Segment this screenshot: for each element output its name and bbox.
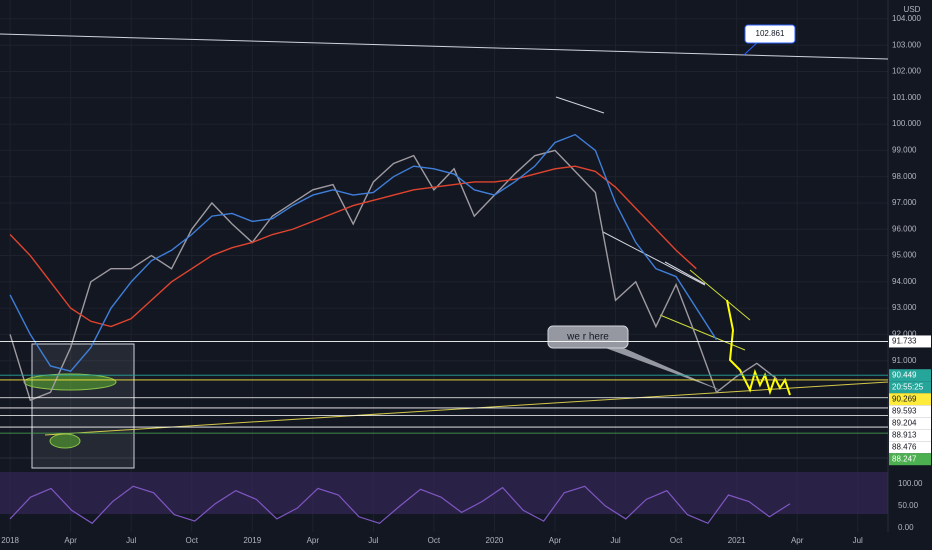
drawing: [726, 299, 791, 396]
price-label: 90.269: [892, 394, 917, 403]
price-label-box: [889, 335, 931, 348]
price-label-box: [889, 441, 931, 454]
x-tick-label: Apr: [549, 536, 562, 545]
y-tick-label: 96.000: [892, 224, 917, 233]
x-tick-label: 2018: [1, 536, 19, 545]
x-tick-label: Apr: [791, 536, 804, 545]
price-label-box: [889, 417, 931, 430]
trend-line: [44, 381, 889, 436]
y-tick-label: 100.000: [892, 119, 921, 128]
trend-line: [689, 269, 751, 321]
price-label: 88.476: [892, 442, 917, 451]
y-tick-label: 91.000: [892, 356, 917, 365]
x-tick-label: Oct: [670, 536, 683, 545]
y-tick-label: 101.000: [892, 93, 921, 102]
price-label-box: [889, 393, 931, 406]
y-tick-label: 97.000: [892, 198, 917, 207]
price-label: 88.913: [892, 430, 917, 439]
x-tick-label: Jul: [126, 536, 136, 545]
trend-line: [0, 33, 889, 60]
x-tick-label: Jul: [610, 536, 620, 545]
trend-line: [555, 96, 605, 114]
callout-box: [744, 24, 796, 44]
y-tick-label: 102.000: [892, 67, 921, 76]
y-tick-label: 99.000: [892, 145, 917, 154]
annotation-bubble: [547, 325, 629, 349]
price-label: 91.733: [892, 337, 917, 346]
x-tick-label: 2020: [486, 536, 504, 545]
y-tick-label: 92.000: [892, 330, 917, 339]
annotation: we r here: [566, 332, 609, 343]
y-tick-label: 95.000: [892, 251, 917, 260]
box: [31, 343, 135, 469]
x-tick-label: 2019: [243, 536, 261, 545]
x-tick-label: Jul: [853, 536, 863, 545]
countdown-box: [889, 381, 931, 394]
y-tick-label: 103.000: [892, 40, 921, 49]
trend-line: [602, 231, 706, 286]
x-tick-label: Oct: [186, 536, 199, 545]
price-label-box: [889, 405, 931, 418]
x-tick-label: Jul: [368, 536, 378, 545]
price-label-box: [889, 429, 931, 442]
y-tick-label: 93.000: [892, 303, 917, 312]
y-tick-label: 50.00: [898, 501, 919, 510]
grid: [0, 0, 888, 532]
osc-band: [0, 472, 888, 514]
x-tick-label: 2021: [728, 536, 746, 545]
price-label: 89.204: [892, 418, 917, 427]
series-line: [9, 133, 718, 373]
price-label: 88.247: [892, 454, 917, 463]
price-label: 90.449: [892, 370, 917, 379]
trend-line: [664, 261, 706, 285]
x-tick-label: Apr: [64, 536, 77, 545]
countdown: 20:55:25: [892, 382, 924, 391]
price-label-box: [889, 369, 931, 382]
x-tick-label: Oct: [428, 536, 441, 545]
price-label: 89.593: [892, 406, 917, 415]
price-label-box: [889, 453, 931, 466]
ellipse: [23, 373, 117, 391]
y-tick-label: 0.00: [898, 523, 914, 532]
currency: USD: [904, 5, 921, 14]
y-tick-label: 94.000: [892, 277, 917, 286]
series-line: [9, 165, 697, 328]
y-tick-label: 104.000: [892, 14, 921, 23]
ellipse: [49, 433, 81, 449]
callout-label: 102.861: [756, 29, 785, 38]
y-tick-label: 100.00: [898, 479, 923, 488]
callout-arrow: [600, 340, 725, 392]
oscillator-line: [9, 485, 791, 525]
x-tick-label: Apr: [307, 536, 320, 545]
y-tick-label: 98.000: [892, 172, 917, 181]
series-line: [9, 149, 778, 402]
